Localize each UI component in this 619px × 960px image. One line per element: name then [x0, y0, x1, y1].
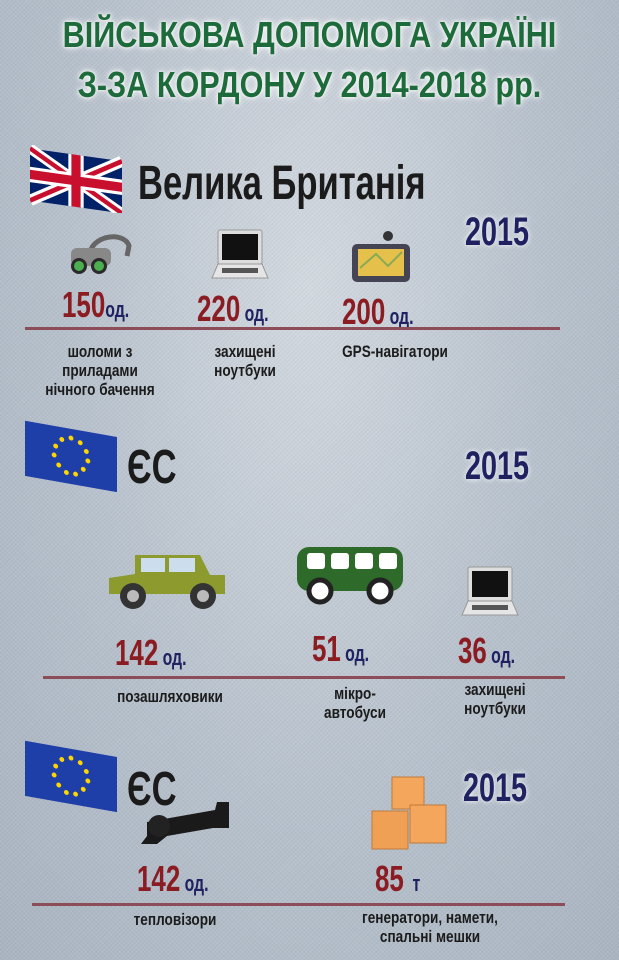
- year-label: 2015: [465, 210, 530, 254]
- eu-flag-icon: [25, 420, 117, 492]
- item-label: шоломи з приладами нічного бачення: [45, 342, 155, 399]
- item-label: позашляховики: [117, 687, 223, 706]
- thermal-scope-icon: [141, 802, 229, 844]
- item-label: мікро-автобуси: [324, 684, 386, 722]
- item-value: 200 од.: [342, 291, 414, 332]
- minibus-icon: [297, 547, 403, 605]
- uk-flag-icon: [30, 145, 122, 213]
- year-label: 2015: [463, 766, 528, 810]
- eu-flag-icon: [25, 740, 117, 812]
- night-vision-goggles-icon: [71, 234, 132, 274]
- item-value: 142 од.: [115, 632, 187, 673]
- divider: [43, 676, 565, 679]
- jeep-icon: [109, 555, 225, 609]
- year-label: 2015: [465, 444, 530, 488]
- item-label: захищені ноутбуки: [464, 680, 526, 718]
- item-value: 142 од.: [137, 858, 209, 899]
- item-label: генератори, намети, спальні мешки: [362, 908, 498, 946]
- title-line-2: З-ЗА КОРДОНУ У 2014-2018 рр.: [77, 64, 542, 105]
- country-heading: ЄС: [127, 441, 177, 494]
- country-heading: Велика Британія: [138, 157, 426, 210]
- divider: [32, 903, 565, 906]
- item-label: GPS-навігатори: [342, 342, 448, 361]
- boxes-icon: [371, 776, 447, 850]
- item-label: захищені ноутбуки: [214, 342, 276, 380]
- item-value: 85 т: [375, 858, 421, 899]
- item-label: тепловізори: [133, 910, 217, 929]
- item-value: 51 од.: [312, 628, 370, 669]
- title-line-1: ВІЙСЬКОВА ДОПОМОГА УКРАЇНІ: [62, 14, 557, 55]
- item-value: 36 од.: [458, 630, 516, 671]
- laptop-icon: [461, 566, 519, 616]
- country-heading: ЄС: [127, 763, 177, 816]
- laptop-icon: [211, 229, 269, 279]
- item-value: 150од.: [62, 284, 130, 325]
- divider: [25, 327, 560, 330]
- item-value: 220 од.: [197, 288, 269, 329]
- gps-navigator-icon: [352, 231, 410, 282]
